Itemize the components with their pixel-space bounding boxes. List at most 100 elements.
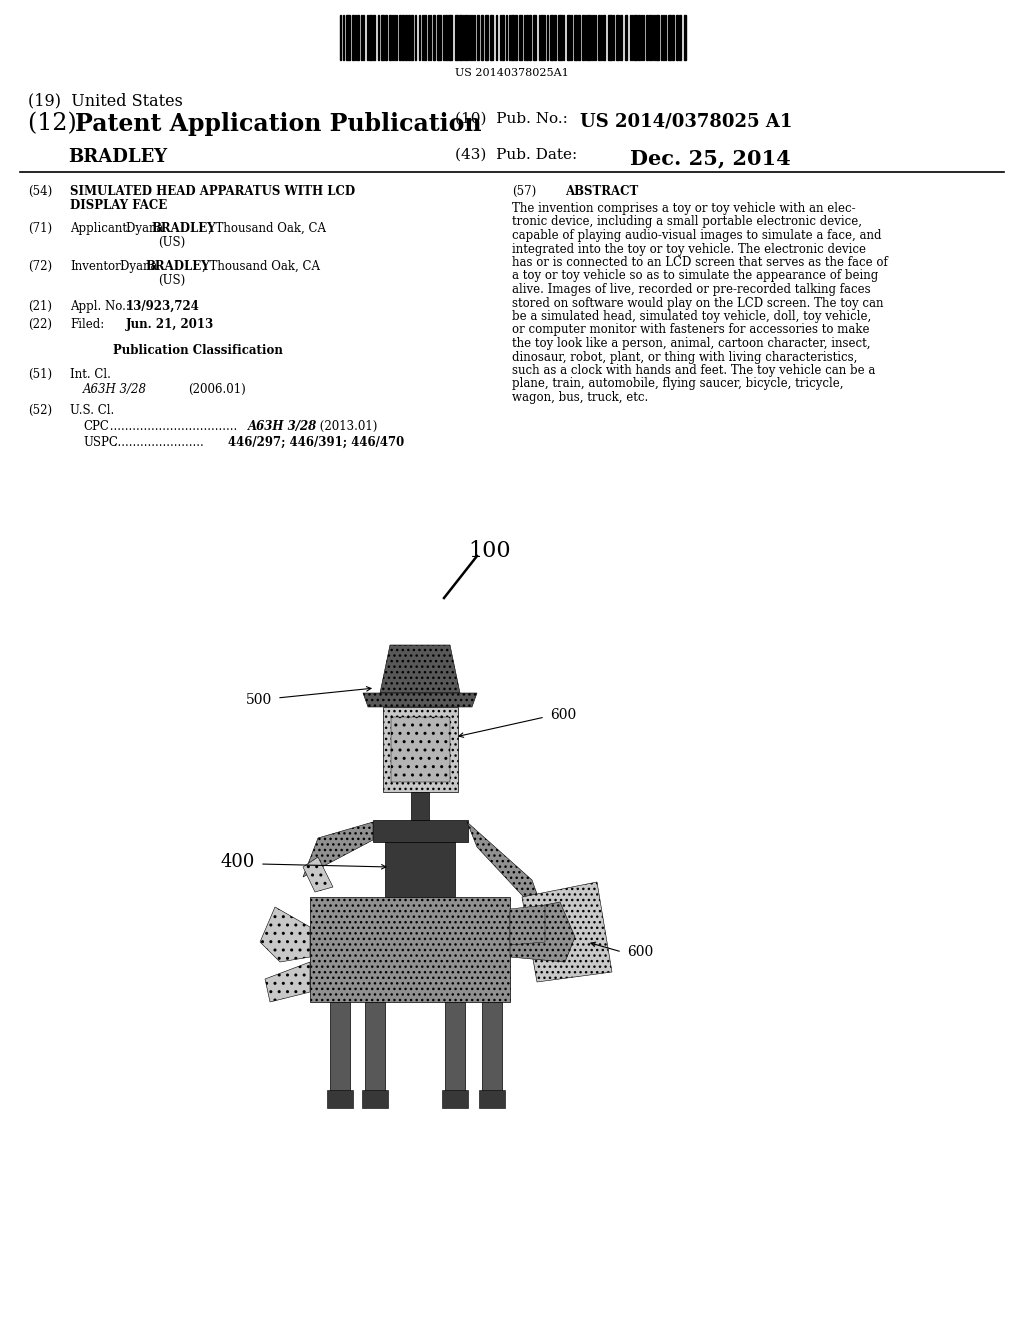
Bar bbox=[534, 15, 536, 59]
Text: stored on software would play on the LCD screen. The toy can: stored on software would play on the LCD… bbox=[512, 297, 884, 309]
Bar bbox=[373, 15, 375, 59]
Text: (10)  Pub. No.:: (10) Pub. No.: bbox=[455, 112, 568, 125]
Bar bbox=[391, 717, 450, 781]
Polygon shape bbox=[303, 857, 333, 892]
Text: (21): (21) bbox=[28, 300, 52, 313]
Bar bbox=[578, 15, 580, 59]
Bar bbox=[646, 15, 648, 59]
Bar bbox=[625, 15, 627, 59]
Text: , Thousand Oak, CA: , Thousand Oak, CA bbox=[208, 222, 326, 235]
Bar bbox=[656, 15, 659, 59]
Text: ........................: ........................ bbox=[110, 436, 204, 449]
Bar bbox=[598, 15, 600, 59]
Text: 400: 400 bbox=[220, 853, 255, 871]
Polygon shape bbox=[260, 907, 310, 962]
Text: dinosaur, robot, plant, or thing with living characteristics,: dinosaur, robot, plant, or thing with li… bbox=[512, 351, 857, 363]
Bar bbox=[482, 1002, 502, 1102]
Bar bbox=[679, 15, 681, 59]
Text: USPC: USPC bbox=[83, 436, 118, 449]
Bar bbox=[459, 15, 462, 59]
Text: Int. Cl.: Int. Cl. bbox=[70, 368, 111, 381]
Bar bbox=[684, 15, 686, 59]
Text: be a simulated head, simulated toy vehicle, doll, toy vehicle,: be a simulated head, simulated toy vehic… bbox=[512, 310, 871, 323]
Bar bbox=[668, 15, 671, 59]
Bar bbox=[389, 15, 391, 59]
Bar bbox=[449, 15, 452, 59]
Bar bbox=[357, 15, 359, 59]
Bar bbox=[485, 15, 488, 59]
Text: plane, train, automobile, flying saucer, bicycle, tricycle,: plane, train, automobile, flying saucer,… bbox=[512, 378, 844, 391]
Text: (12): (12) bbox=[28, 112, 84, 135]
Polygon shape bbox=[362, 693, 477, 708]
Text: (71): (71) bbox=[28, 222, 52, 235]
Text: Dyana: Dyana bbox=[126, 222, 167, 235]
Bar bbox=[616, 15, 618, 59]
Text: Dec. 25, 2014: Dec. 25, 2014 bbox=[630, 148, 791, 168]
Text: Publication Classification: Publication Classification bbox=[113, 345, 283, 356]
Polygon shape bbox=[380, 645, 460, 693]
Bar bbox=[369, 15, 372, 59]
Text: Appl. No.:: Appl. No.: bbox=[70, 300, 130, 313]
Text: SIMULATED HEAD APPARATUS WITH LCD: SIMULATED HEAD APPARATUS WITH LCD bbox=[70, 185, 355, 198]
Bar bbox=[672, 15, 674, 59]
Text: US 20140378025A1: US 20140378025A1 bbox=[455, 69, 569, 78]
Bar bbox=[424, 15, 426, 59]
Text: tronic device, including a small portable electronic device,: tronic device, including a small portabl… bbox=[512, 215, 862, 228]
Bar bbox=[408, 15, 410, 59]
Text: (57): (57) bbox=[512, 185, 537, 198]
Text: (22): (22) bbox=[28, 318, 52, 331]
Bar bbox=[445, 1002, 465, 1102]
Text: such as a clock with hands and feet. The toy vehicle can be a: such as a clock with hands and feet. The… bbox=[512, 364, 876, 378]
Text: (US): (US) bbox=[158, 236, 185, 249]
Bar bbox=[373, 820, 468, 842]
Text: (19)  United States: (19) United States bbox=[28, 92, 183, 110]
Bar bbox=[582, 15, 584, 59]
Bar bbox=[362, 1090, 388, 1107]
Text: 600: 600 bbox=[550, 708, 577, 722]
Bar bbox=[634, 15, 637, 59]
Text: (43)  Pub. Date:: (43) Pub. Date: bbox=[455, 148, 578, 162]
Text: CPC: CPC bbox=[83, 420, 109, 433]
Text: A63H 3/28: A63H 3/28 bbox=[248, 420, 317, 433]
Bar bbox=[455, 15, 458, 59]
Bar bbox=[479, 1090, 505, 1107]
Bar bbox=[437, 15, 441, 59]
Text: 100: 100 bbox=[469, 540, 511, 562]
Bar bbox=[574, 15, 577, 59]
Bar bbox=[352, 15, 354, 59]
Bar bbox=[608, 15, 612, 59]
Bar bbox=[477, 15, 479, 59]
Bar bbox=[511, 15, 514, 59]
Polygon shape bbox=[522, 882, 612, 982]
Bar bbox=[502, 15, 504, 59]
Bar bbox=[490, 15, 493, 59]
Bar bbox=[310, 898, 510, 1002]
Bar bbox=[433, 15, 435, 59]
Text: has or is connected to an LCD screen that serves as the face of: has or is connected to an LCD screen tha… bbox=[512, 256, 888, 269]
Text: (52): (52) bbox=[28, 404, 52, 417]
Bar bbox=[526, 15, 528, 59]
Bar bbox=[406, 15, 407, 59]
Polygon shape bbox=[265, 962, 310, 1002]
Text: The invention comprises a toy or toy vehicle with an elec-: The invention comprises a toy or toy veh… bbox=[512, 202, 856, 215]
Bar bbox=[550, 15, 553, 59]
Text: integrated into the toy or toy vehicle. The electronic device: integrated into the toy or toy vehicle. … bbox=[512, 243, 866, 256]
Text: Jun. 21, 2013: Jun. 21, 2013 bbox=[126, 318, 214, 331]
Text: (72): (72) bbox=[28, 260, 52, 273]
Text: a toy or toy vehicle so as to simulate the appearance of being: a toy or toy vehicle so as to simulate t… bbox=[512, 269, 879, 282]
Bar bbox=[603, 15, 605, 59]
Bar bbox=[620, 15, 622, 59]
Text: , Thousand Oak, CA: , Thousand Oak, CA bbox=[202, 260, 319, 273]
Text: Dyana: Dyana bbox=[120, 260, 161, 273]
Bar bbox=[567, 15, 570, 59]
Text: (51): (51) bbox=[28, 368, 52, 381]
Polygon shape bbox=[467, 822, 547, 921]
Text: BRADLEY: BRADLEY bbox=[145, 260, 210, 273]
Text: US 2014/0378025 A1: US 2014/0378025 A1 bbox=[580, 112, 793, 129]
Text: Applicant:: Applicant: bbox=[70, 222, 131, 235]
Bar bbox=[330, 1002, 350, 1102]
Bar bbox=[385, 15, 387, 59]
Text: the toy look like a person, animal, cartoon character, insect,: the toy look like a person, animal, cart… bbox=[512, 337, 870, 350]
Bar bbox=[465, 15, 467, 59]
Text: ABSTRACT: ABSTRACT bbox=[565, 185, 639, 198]
